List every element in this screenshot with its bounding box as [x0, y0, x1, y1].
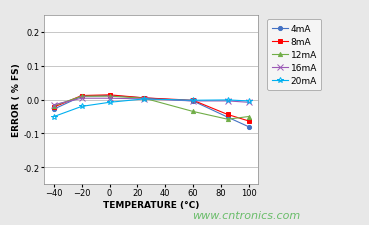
4mA: [52, 108, 56, 111]
12mA: [246, 116, 251, 118]
12mA: [80, 95, 84, 98]
12mA: [191, 111, 195, 113]
20mA: [246, 100, 251, 103]
4mA: [191, 100, 195, 103]
8mA: [225, 114, 230, 116]
Line: 4mA: 4mA: [52, 94, 251, 129]
4mA: [80, 95, 84, 98]
20mA: [191, 99, 195, 102]
Line: 12mA: 12mA: [52, 95, 251, 122]
16mA: [246, 101, 251, 104]
Legend: 4mA, 8mA, 12mA, 16mA, 20mA: 4mA, 8mA, 12mA, 16mA, 20mA: [267, 20, 321, 90]
16mA: [225, 100, 230, 103]
12mA: [107, 95, 112, 98]
8mA: [191, 99, 195, 102]
20mA: [107, 101, 112, 104]
16mA: [52, 104, 56, 107]
20mA: [80, 106, 84, 108]
8mA: [142, 97, 146, 100]
4mA: [142, 97, 146, 100]
8mA: [246, 120, 251, 123]
12mA: [225, 118, 230, 121]
X-axis label: TEMPERATURE (°C): TEMPERATURE (°C): [103, 200, 200, 209]
16mA: [107, 97, 112, 100]
16mA: [80, 97, 84, 100]
4mA: [107, 95, 112, 97]
12mA: [142, 97, 146, 100]
20mA: [52, 116, 56, 118]
Line: 20mA: 20mA: [51, 97, 251, 120]
12mA: [52, 105, 56, 108]
Line: 16mA: 16mA: [51, 96, 251, 108]
Text: www.cntronics.com: www.cntronics.com: [192, 211, 300, 220]
16mA: [191, 100, 195, 103]
20mA: [142, 98, 146, 101]
4mA: [225, 116, 230, 119]
8mA: [52, 106, 56, 109]
8mA: [80, 95, 84, 97]
20mA: [225, 99, 230, 102]
Line: 8mA: 8mA: [52, 93, 251, 124]
8mA: [107, 94, 112, 97]
16mA: [142, 98, 146, 101]
4mA: [246, 126, 251, 128]
Y-axis label: ERROR ( % FS): ERROR ( % FS): [12, 63, 21, 137]
